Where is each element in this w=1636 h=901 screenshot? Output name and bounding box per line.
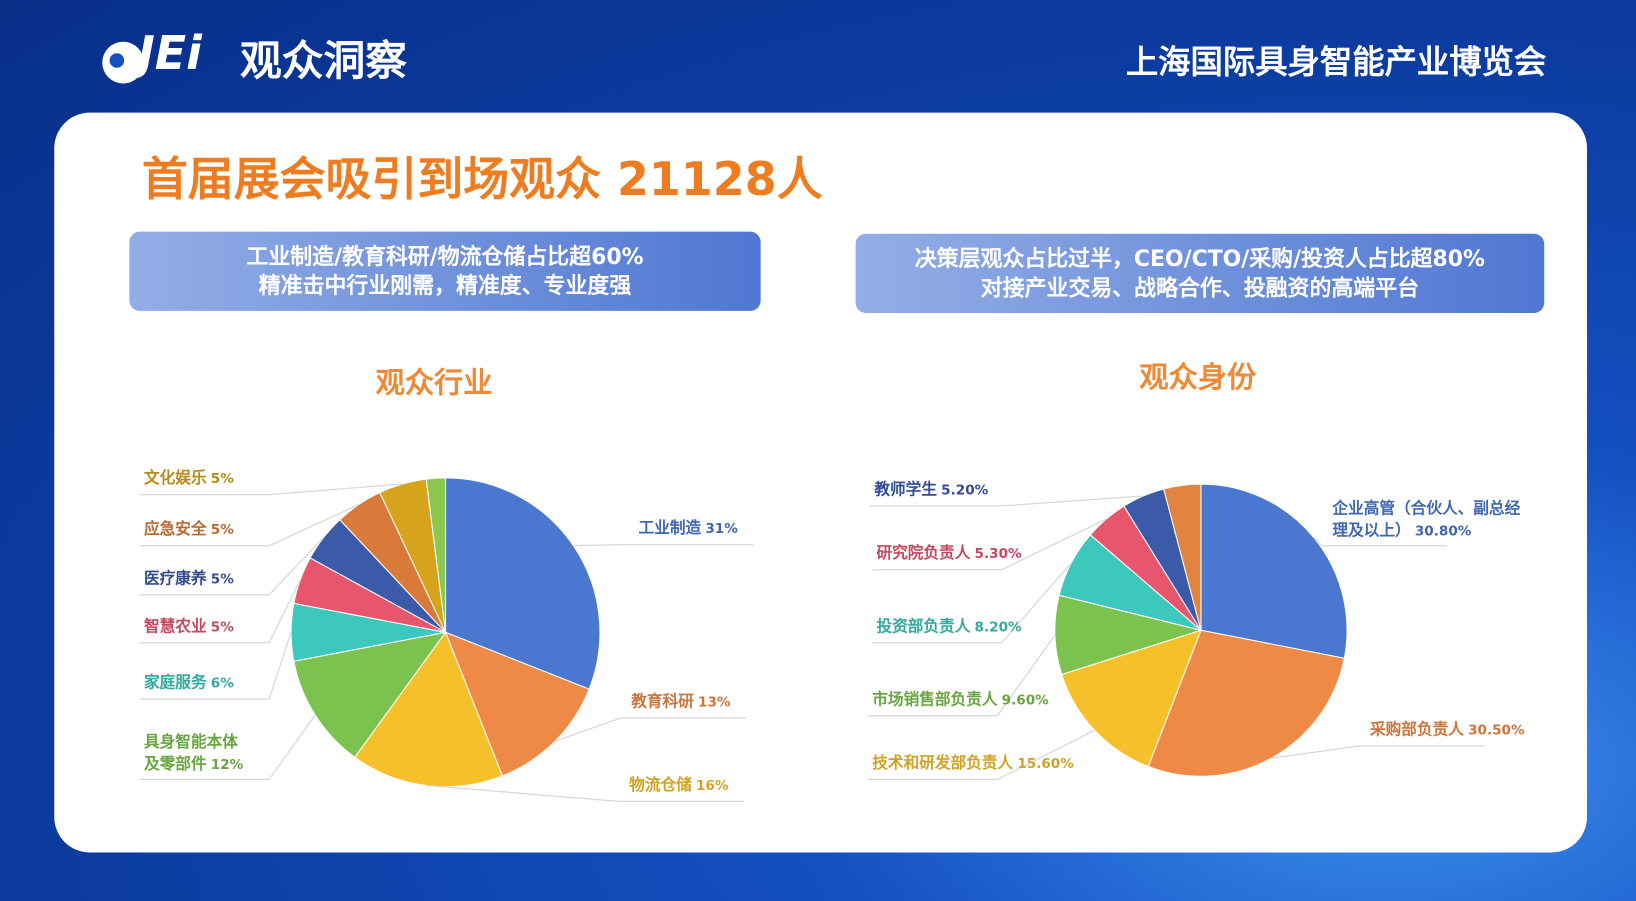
slice-label: 物流仓储 16% (629, 774, 728, 797)
slice-label: 投资部负责人 8.20% (876, 616, 1021, 639)
leader-line (139, 504, 359, 547)
slice-category: 家庭服务 (143, 672, 207, 692)
logo-text: JEi (137, 27, 202, 81)
slice-value-label: 15.60% (1017, 756, 1074, 773)
pie-slice (293, 631, 447, 758)
slice-value-label: 5% (210, 522, 234, 539)
slice-value-label: 5% (210, 571, 234, 588)
slice-value-label: 5% (210, 471, 234, 488)
banner-line: 精准击中行业刚需，精准度、专业度强 (258, 273, 632, 299)
leader-line (1313, 536, 1448, 547)
chart-title: 观众行业 (375, 365, 493, 400)
slice-label: 家庭服务 6% (144, 672, 234, 695)
slice-category: 智慧农业 (143, 616, 207, 636)
slice-value-label: 9.60% (1001, 692, 1049, 709)
slice-label: 工业制造 31% (639, 518, 738, 541)
slice-label: 具身智能本体 及零部件 12% (144, 731, 243, 776)
slice-label: 企业高管（合伙人、副总经 理及以上） 30.80% (1332, 498, 1520, 543)
slice-category: 工业制造 (638, 518, 702, 538)
slice-label: 医疗康养 5% (144, 568, 234, 591)
banner: 决策层观众占比过半，CEO/CTO/采购/投资人占比超80% 对接产业交易、战略… (855, 233, 1545, 314)
slice-value-label: 6% (210, 676, 234, 692)
slice-value-label: 8.20% (974, 619, 1022, 636)
leader-line (139, 579, 301, 644)
slice-value-label: 5% (210, 619, 234, 636)
slice-label: 采购部负责人 30.50% (1370, 719, 1525, 742)
leader-line (139, 714, 316, 781)
slice-label: 研究院负责人 5.30% (876, 543, 1021, 566)
slice-value-label: 16% (695, 778, 729, 795)
pie-slice (444, 631, 590, 777)
leader-line (868, 729, 1095, 781)
pie-slice (1163, 483, 1202, 631)
slice-category: 具身智能本体 及零部件 (143, 732, 238, 774)
page-title: 观众洞察 (239, 37, 407, 86)
slice-value-label: 30.50% (1468, 723, 1525, 739)
slice-category: 企业高管（合伙人、副总经 理及以上） (1332, 498, 1521, 540)
slice-category: 投资部负责人 (876, 616, 971, 636)
leader-line (573, 544, 754, 547)
slice-label: 教育科研 13% (631, 691, 730, 714)
banner-line: 决策层观众占比过半，CEO/CTO/采购/投资人占比超80% (914, 246, 1486, 272)
pie-slice (425, 477, 447, 633)
logo: JEi (92, 23, 212, 86)
leader-line (554, 717, 747, 743)
leader-line (139, 632, 292, 700)
slice-category: 教师学生 (874, 479, 937, 499)
leader-line (139, 483, 403, 496)
slice-label: 应急安全 5% (144, 519, 234, 542)
slice-label: 技术和研发部负责人 15.60% (872, 752, 1074, 775)
leader-line (139, 537, 324, 596)
pie-slice (445, 477, 601, 690)
slice-value-label: 5.30% (974, 546, 1022, 563)
slice-label: 市场销售部负责人 9.60% (872, 689, 1048, 712)
leader-line (1271, 745, 1485, 759)
slice-category: 采购部负责人 (1369, 719, 1464, 739)
slice-value-label: 12% (210, 757, 244, 774)
leader-line (872, 518, 1107, 571)
banner-line: 对接产业交易、战略合作、投融资的高端平台 (980, 275, 1420, 301)
slice-category: 研究院负责人 (876, 543, 971, 563)
headline: 首届展会吸引到场观众 21128人 (141, 153, 823, 207)
slice-category: 技术和研发部负责人 (872, 753, 1014, 773)
slice-category: 物流仓储 (629, 775, 692, 795)
slice-category: 文化娱乐 (143, 468, 207, 488)
slice-category: 医疗康养 (143, 568, 207, 588)
slice-value-label: 31% (705, 521, 738, 538)
chart-title: 观众身份 (1139, 359, 1257, 395)
leader-line (872, 562, 1072, 644)
leader-line (870, 495, 1144, 507)
slice-label: 文化娱乐 5% (144, 467, 234, 490)
slice-label: 智慧农业 5% (144, 616, 234, 639)
slice-category: 应急安全 (143, 519, 207, 539)
logo-mark (102, 41, 144, 84)
pie-slice (1147, 629, 1345, 777)
leader-line (426, 784, 744, 802)
event-name: 上海国际具身智能产业博览会 (1125, 43, 1547, 82)
slice-value-label: 5.20% (941, 483, 989, 499)
slice-category: 教育科研 (631, 691, 694, 711)
banner-line: 工业制造/教育科研/物流仓储占比超60% (246, 244, 644, 270)
pie-slice (1061, 629, 1202, 768)
leader-line (868, 634, 1056, 717)
slice-value-label: 30.80% (1414, 523, 1472, 540)
slice-label: 教师学生 5.20% (874, 479, 988, 502)
pie-slice (1200, 483, 1348, 659)
banner: 工业制造/教育科研/物流仓储占比超60% 精准击中行业刚需，精准度、专业度强 (129, 231, 761, 311)
slice-value-label: 13% (698, 694, 731, 711)
slice-category: 市场销售部负责人 (872, 689, 998, 709)
